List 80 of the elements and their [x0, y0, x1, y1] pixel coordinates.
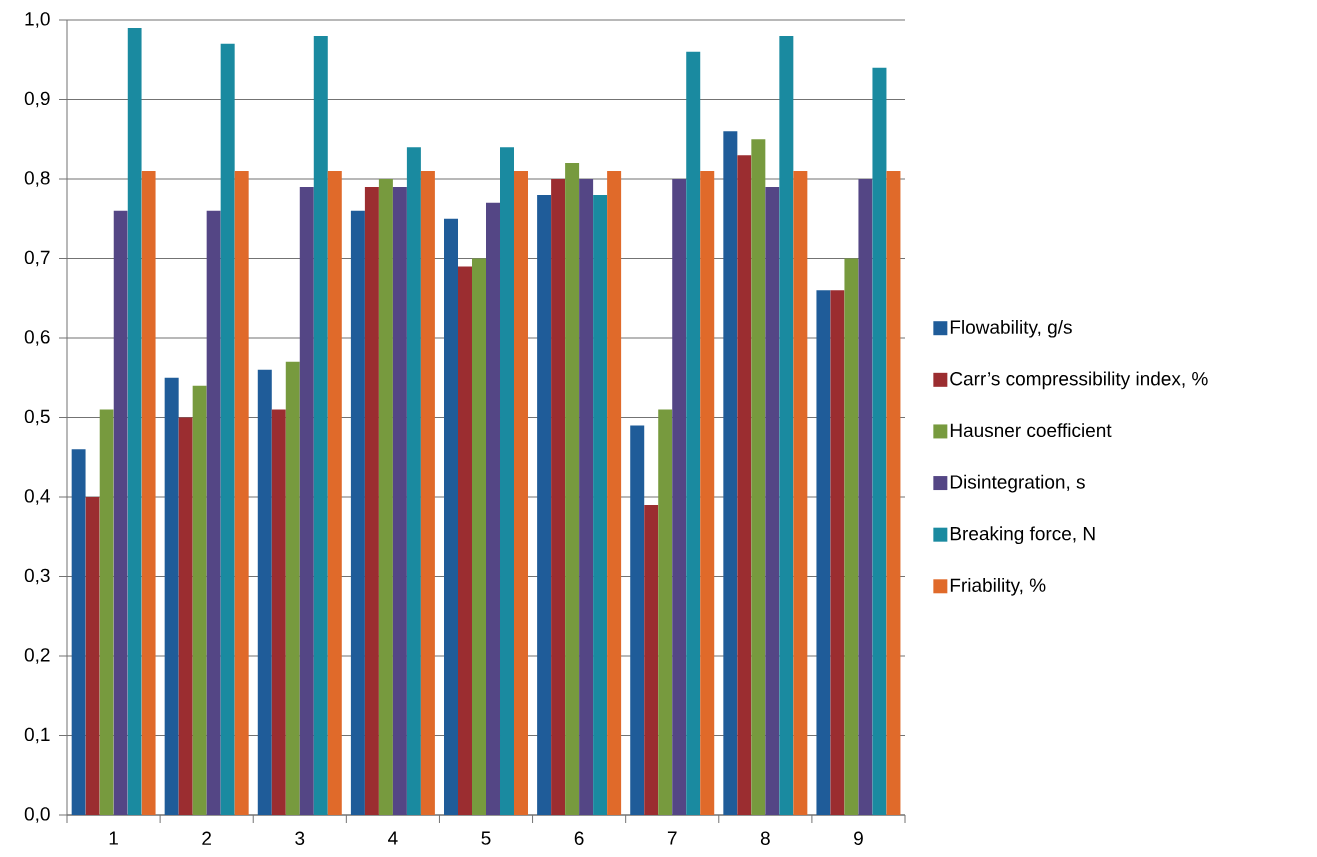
bar — [779, 35, 794, 815]
x-tick-label: 1 — [109, 831, 118, 845]
x-tick-label: 4 — [388, 831, 398, 845]
bar — [858, 178, 873, 815]
y-tick-label: 0,2 — [24, 648, 50, 664]
x-tick-label: 3 — [295, 831, 305, 845]
y-tick-label: 0,9 — [24, 91, 50, 108]
bar — [406, 147, 421, 815]
bar — [257, 369, 272, 815]
y-tick-label: 0,7 — [24, 250, 50, 267]
bar — [765, 186, 780, 815]
bar — [751, 139, 766, 815]
x-tick-label: 9 — [854, 831, 863, 845]
legend-label: Friability, % — [950, 577, 1046, 596]
y-tick-label: 0,8 — [24, 171, 50, 187]
bar — [99, 409, 114, 815]
bar — [514, 171, 528, 815]
bar — [793, 171, 808, 815]
bar — [113, 210, 128, 815]
bar — [392, 186, 407, 815]
bar — [630, 425, 645, 815]
bar — [500, 147, 514, 815]
bar — [178, 417, 193, 815]
bar — [141, 171, 156, 815]
y-tick-label: 0,4 — [24, 489, 50, 505]
bar — [700, 171, 715, 815]
x-tick-label: 5 — [481, 831, 491, 845]
bar — [723, 131, 738, 815]
bar — [686, 51, 701, 815]
bar — [220, 43, 235, 815]
y-tick-label: 0,6 — [24, 330, 50, 346]
bar — [565, 163, 580, 815]
bar — [420, 171, 435, 815]
x-tick-label: 2 — [202, 831, 211, 845]
bar — [472, 258, 486, 815]
x-tick-label: 8 — [760, 831, 770, 845]
bar — [271, 409, 286, 815]
bar — [299, 186, 314, 815]
bar — [313, 35, 328, 815]
bar — [593, 194, 608, 815]
y-tick-label: 0,5 — [24, 409, 50, 426]
bar — [672, 178, 687, 815]
bar — [486, 202, 500, 815]
bar — [85, 497, 100, 815]
legend-label: Hausner coefficient — [950, 423, 1112, 438]
bar — [644, 504, 659, 815]
legend-label: Breaking force, N — [950, 526, 1095, 545]
bar — [458, 266, 472, 815]
legend-label: Carr’s compressibility index, % — [950, 371, 1208, 390]
y-tick-label: 0,0 — [24, 807, 50, 823]
x-tick-label: 6 — [574, 831, 584, 845]
bar — [844, 258, 859, 815]
bar — [830, 290, 845, 815]
bar — [127, 27, 142, 815]
bar — [164, 377, 179, 815]
bar — [285, 361, 300, 815]
bar — [579, 178, 594, 815]
bar — [551, 178, 566, 815]
bar — [737, 155, 752, 815]
bar — [378, 178, 393, 815]
bar — [206, 210, 221, 815]
bar — [444, 218, 458, 815]
x-tick-label: 7 — [667, 831, 677, 845]
y-tick-label: 0,1 — [24, 727, 50, 744]
bar — [872, 67, 887, 815]
y-tick-label: 1,0 — [25, 12, 50, 28]
legend-label: Flowability, g/s — [950, 319, 1072, 338]
bar — [192, 385, 207, 815]
bar — [816, 290, 831, 815]
bar — [71, 449, 86, 815]
bar — [234, 171, 249, 815]
bar — [350, 210, 365, 815]
bar — [327, 171, 342, 815]
bar — [658, 409, 673, 815]
bar — [886, 171, 901, 815]
bar — [364, 186, 379, 815]
legend-label: Disintegration, s — [950, 474, 1085, 493]
y-tick-label: 0,3 — [24, 568, 50, 585]
bar — [537, 194, 552, 815]
bar — [607, 171, 622, 815]
